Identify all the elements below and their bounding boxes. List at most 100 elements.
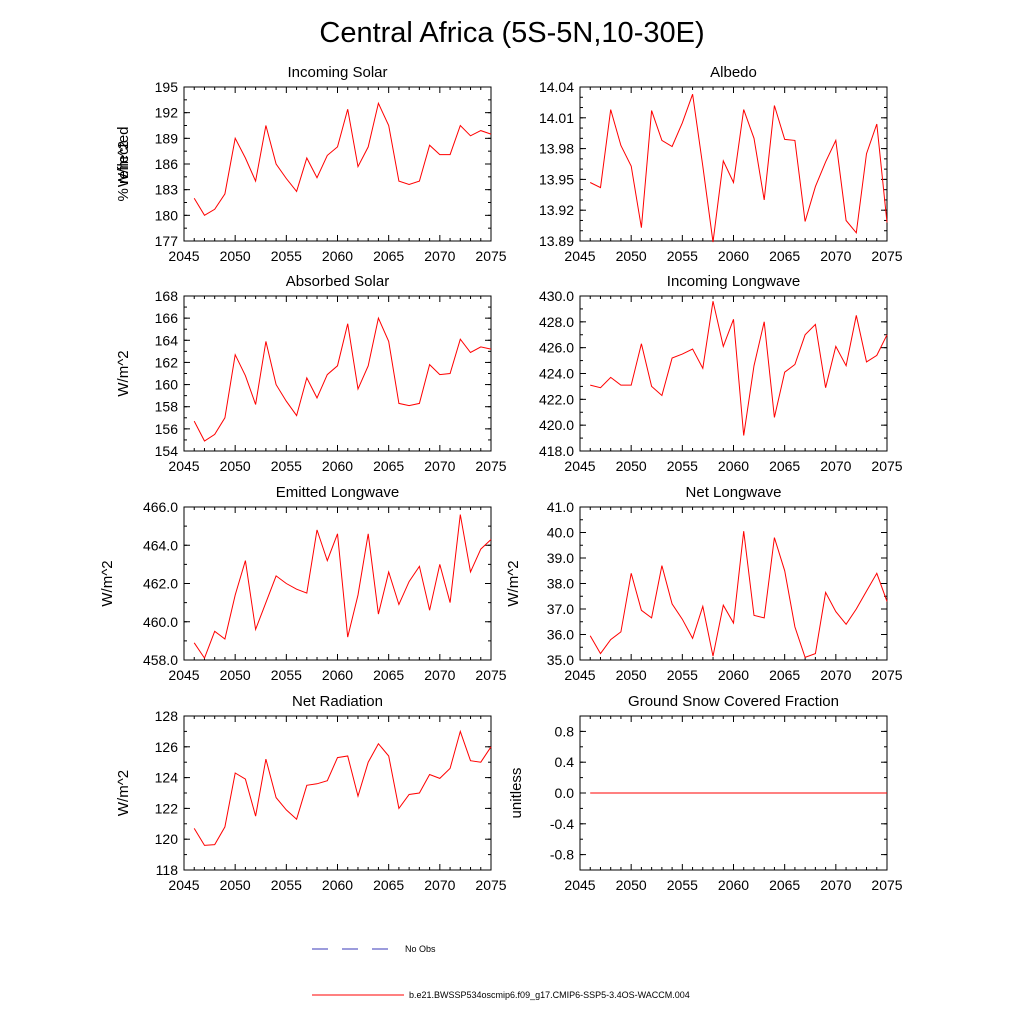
x-tick-label: 2065 xyxy=(769,667,800,683)
data-point xyxy=(815,324,816,325)
data-point xyxy=(846,624,847,625)
data-point xyxy=(235,354,236,355)
x-tick-label: 2075 xyxy=(871,458,902,474)
x-tick-label: 2065 xyxy=(373,667,404,683)
data-point xyxy=(753,615,754,616)
data-point xyxy=(692,348,693,349)
data-point xyxy=(661,140,662,141)
data-point xyxy=(641,343,642,344)
panel-5: 2045 2050 2055 2060 2065 2070 2075 458.0 460.0 46… xyxy=(99,484,507,683)
data-point xyxy=(460,731,461,732)
data-point xyxy=(590,182,591,183)
data-point xyxy=(409,405,410,406)
data-point xyxy=(439,778,440,779)
data-point xyxy=(743,792,744,793)
data-point xyxy=(460,125,461,126)
data-point xyxy=(337,365,338,366)
data-point xyxy=(347,323,348,324)
y-tick-label: 41.0 xyxy=(547,499,574,515)
x-tick-label: 2055 xyxy=(271,458,302,474)
y-tick-label: -0.4 xyxy=(550,816,574,832)
data-point xyxy=(856,792,857,793)
y-tick-label: 156 xyxy=(155,421,179,437)
data-point xyxy=(286,401,287,402)
data-point xyxy=(378,103,379,104)
data-point xyxy=(214,844,215,845)
x-tick-label: 2075 xyxy=(475,667,506,683)
x-tick-label: 2065 xyxy=(373,248,404,264)
data-point xyxy=(378,318,379,319)
data-point xyxy=(876,123,877,124)
data-point xyxy=(306,593,307,594)
y-tick-label: 36.0 xyxy=(547,627,574,643)
data-point xyxy=(368,365,369,366)
y-tick-label: 177 xyxy=(155,233,179,249)
data-point xyxy=(631,573,632,574)
data-point xyxy=(620,145,621,146)
data-point xyxy=(450,154,451,155)
data-point xyxy=(194,421,195,422)
x-tick-label: 2045 xyxy=(168,667,199,683)
y-tick-label: 183 xyxy=(155,182,179,198)
y-tick-label: 186 xyxy=(155,156,179,172)
data-point xyxy=(886,222,887,223)
y-tick-label: 37.0 xyxy=(547,601,574,617)
data-point xyxy=(265,125,266,126)
data-point xyxy=(774,537,775,538)
panel-6: 2045 2050 2055 2060 2065 2070 2075 35.0 36.0 37.0… xyxy=(505,484,903,683)
x-tick-label: 2060 xyxy=(322,248,353,264)
data-point xyxy=(368,762,369,763)
data-point xyxy=(825,792,826,793)
data-point xyxy=(450,602,451,603)
data-point xyxy=(590,635,591,636)
data-point xyxy=(784,372,785,373)
y-tick-label: 426.0 xyxy=(539,340,574,356)
x-tick-label: 2060 xyxy=(322,458,353,474)
data-point xyxy=(753,792,754,793)
data-point xyxy=(204,215,205,216)
data-point xyxy=(835,346,836,347)
data-point xyxy=(743,435,744,436)
data-point xyxy=(774,417,775,418)
y-tick-label: 462.0 xyxy=(143,576,178,592)
y-tick-label: 164 xyxy=(155,332,179,348)
data-point xyxy=(825,161,826,162)
data-point xyxy=(214,434,215,435)
y-tick-label: 35.0 xyxy=(547,652,574,668)
data-point xyxy=(712,301,713,302)
data-point xyxy=(255,816,256,817)
y-axis-label: W/m^2 xyxy=(115,770,132,816)
data-point xyxy=(866,591,867,592)
plot-frame xyxy=(579,506,888,661)
y-tick-label: 180 xyxy=(155,207,179,223)
panel-title: Absorbed Solar xyxy=(286,273,389,290)
data-point xyxy=(194,198,195,199)
x-tick-label: 2045 xyxy=(168,248,199,264)
data-point xyxy=(480,549,481,550)
x-tick-label: 2050 xyxy=(616,248,647,264)
y-tick-label: 0.8 xyxy=(555,723,575,739)
y-tick-label: 0.0 xyxy=(555,785,575,801)
data-point xyxy=(194,828,195,829)
y-tick-label: 40.0 xyxy=(547,525,574,541)
data-point xyxy=(723,160,724,161)
data-point xyxy=(337,146,338,147)
panel-4: 2045 2050 2055 2060 2065 2070 2075 418.0 420.0 42… xyxy=(539,273,903,474)
data-point xyxy=(886,601,887,602)
data-point xyxy=(450,373,451,374)
data-point xyxy=(856,608,857,609)
data-point xyxy=(306,157,307,158)
x-tick-label: 2075 xyxy=(871,877,902,893)
data-point xyxy=(470,135,471,136)
data-point xyxy=(490,134,491,135)
series-line xyxy=(193,729,492,846)
data-point xyxy=(692,638,693,639)
data-point xyxy=(409,581,410,582)
data-point xyxy=(480,762,481,763)
y-tick-label: 38.0 xyxy=(547,576,574,592)
data-point xyxy=(306,785,307,786)
series-line xyxy=(589,531,888,659)
x-tick-label: 2075 xyxy=(871,667,902,683)
